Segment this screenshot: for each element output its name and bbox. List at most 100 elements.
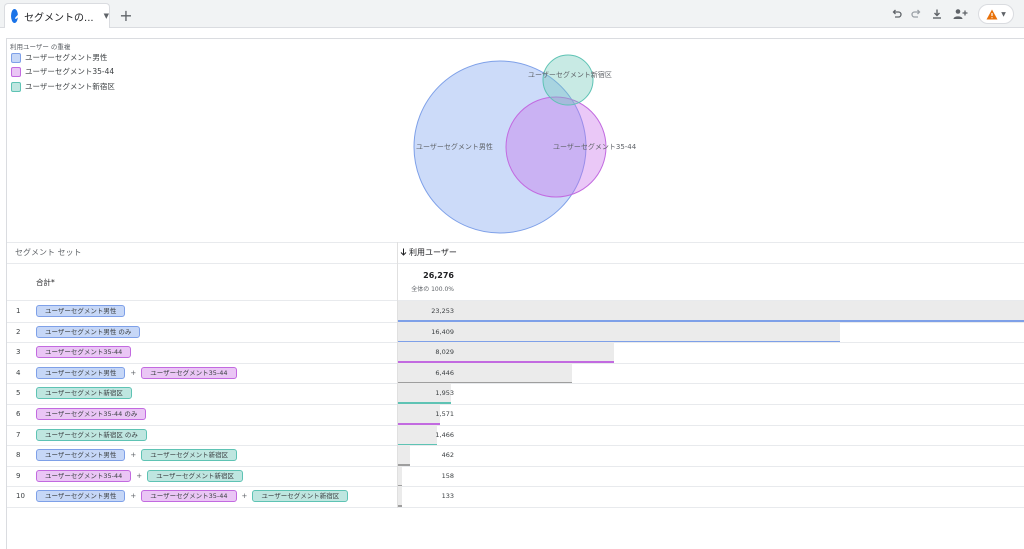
chevron-down-icon: ▼	[1001, 10, 1006, 18]
divider	[7, 445, 1024, 447]
venn-circle-male[interactable]	[413, 60, 587, 234]
segment-chip[interactable]: ユーザーセグメント35-44	[36, 469, 132, 482]
table-row[interactable]: 3 ユーザーセグメント35-44 8,029	[7, 342, 1024, 364]
warning-button[interactable]: ▼	[978, 4, 1014, 24]
table-row[interactable]: 4 ユーザーセグメント男性 + ユーザーセグメント35-44 6,446	[7, 362, 1024, 384]
column-header-users[interactable]: 利用ユーザー	[400, 247, 457, 258]
segment-chips: ユーザーセグメント男性 + ユーザーセグメント35-44 + ユーザーセグメント新宿区	[36, 490, 349, 503]
value-bar-underline	[398, 381, 572, 384]
table-row[interactable]: 1 ユーザーセグメント男性 23,253	[7, 301, 1024, 322]
table-row[interactable]: 7 ユーザーセグメント新宿区 のみ 1,466	[7, 424, 1024, 446]
segment-chip[interactable]: ユーザーセグメント新宿区	[252, 490, 349, 503]
table-row[interactable]: 8 ユーザーセグメント男性 + ユーザーセグメント新宿区 462	[7, 445, 1024, 467]
plus-icon: +	[130, 368, 137, 377]
segment-chip[interactable]: ユーザーセグメント新宿区	[147, 469, 244, 482]
chevron-down-icon[interactable]: ▼	[103, 12, 109, 20]
table-row[interactable]: 2 ユーザーセグメント男性 のみ 16,409	[7, 321, 1024, 343]
divider	[7, 242, 1024, 243]
segment-chips: ユーザーセグメント35-44 のみ	[36, 408, 147, 420]
total-label: 合計*	[36, 278, 55, 287]
table-row[interactable]: 6 ユーザーセグメント35-44 のみ 1,571	[7, 404, 1024, 425]
legend-label: ユーザーセグメント35-44	[25, 67, 115, 76]
row-value: 158	[441, 471, 454, 480]
add-tab-button[interactable]: +	[119, 5, 133, 25]
add-person-icon[interactable]	[952, 6, 968, 22]
legend-swatch	[11, 66, 21, 77]
legend-swatch	[11, 52, 21, 63]
legend-item-shinjuku: ユーザーセグメント新宿区	[11, 81, 115, 92]
value-bar-underline	[398, 340, 840, 343]
segment-chip[interactable]: ユーザーセグメント男性	[36, 305, 126, 317]
table-row[interactable]: 9 ユーザーセグメント35-44 + ユーザーセグメント新宿区 158	[7, 465, 1024, 487]
row-value: 23,253	[431, 307, 454, 315]
row-value: 1,953	[435, 389, 454, 398]
divider	[7, 465, 1024, 467]
column-header-segment-set[interactable]: セグメント セット	[15, 248, 82, 257]
divider	[7, 300, 1024, 301]
value-bar	[398, 404, 441, 424]
divider	[7, 507, 1024, 508]
divider	[7, 404, 1024, 405]
segment-chip[interactable]: ユーザーセグメント男性 のみ	[36, 325, 141, 338]
legend-label: ユーザーセグメント男性	[25, 53, 108, 62]
divider	[7, 486, 1024, 488]
segment-chip[interactable]: ユーザーセグメント35-44	[141, 490, 237, 503]
value-bar-underline	[398, 505, 402, 508]
row-number: 3	[16, 348, 21, 357]
legend-label: ユーザーセグメント新宿区	[25, 82, 115, 91]
column-divider	[397, 242, 398, 508]
table-row[interactable]: 5 ユーザーセグメント新宿区 1,953	[7, 383, 1024, 405]
plus-icon: +	[136, 471, 143, 480]
segment-chip[interactable]: ユーザーセグメント新宿区	[36, 387, 132, 400]
segment-chip[interactable]: ユーザーセグメント男性	[36, 366, 126, 379]
row-value: 16,409	[431, 327, 454, 336]
undo-icon[interactable]	[889, 6, 905, 22]
row-number: 9	[16, 471, 21, 480]
sort-arrow-icon	[400, 248, 407, 258]
venn-label-shinjuku: ユーザーセグメント新宿区	[528, 70, 612, 79]
row-value: 1,571	[435, 410, 454, 418]
segment-chip[interactable]: ユーザーセグメント35-44	[36, 346, 132, 359]
segment-chips: ユーザーセグメント男性 のみ	[36, 325, 141, 338]
segment-chip[interactable]: ユーザーセグメント35-44 のみ	[36, 408, 147, 420]
row-number: 6	[16, 410, 21, 418]
segment-chip[interactable]: ユーザーセグメント男性	[36, 449, 126, 462]
plus-icon: +	[241, 492, 248, 501]
venn-circle-shinjuku[interactable]	[542, 54, 594, 106]
exploration-canvas	[6, 38, 1024, 549]
row-value: 1,466	[435, 430, 454, 439]
value-bar	[398, 383, 451, 404]
divider	[7, 424, 1024, 426]
redo-icon[interactable]	[908, 6, 924, 22]
segment-chips: ユーザーセグメント男性	[36, 305, 126, 317]
row-number: 2	[16, 327, 21, 336]
row-number: 4	[16, 368, 21, 377]
plus-icon: +	[130, 451, 137, 460]
segment-chip[interactable]: ユーザーセグメント35-44	[141, 366, 237, 379]
value-bar	[398, 424, 438, 445]
exploration-tab[interactable]: セグメントの... ▼	[4, 3, 110, 28]
row-number: 8	[16, 451, 21, 460]
segment-chip[interactable]: ユーザーセグメント男性	[36, 490, 126, 503]
segment-chip[interactable]: ユーザーセグメント新宿区 のみ	[36, 428, 147, 441]
value-bar-underline	[398, 361, 615, 364]
segment-chips: ユーザーセグメント35-44	[36, 346, 132, 359]
legend-item-age: ユーザーセグメント35-44	[11, 66, 114, 77]
tab-title: セグメントの...	[24, 12, 94, 24]
value-bar	[398, 486, 402, 507]
value-bar-underline	[398, 402, 451, 405]
value-bar	[398, 301, 1024, 321]
venn-circle-age[interactable]	[505, 96, 607, 198]
top-toolbar: セグメントの... ▼ + ▼	[0, 0, 1024, 28]
column-header-users-label: 利用ユーザー	[409, 248, 457, 257]
download-icon[interactable]	[929, 6, 945, 22]
table-row[interactable]: 10 ユーザーセグメント男性 + ユーザーセグメント35-44 + ユーザーセグメント新宿…	[7, 486, 1024, 508]
value-bar	[398, 362, 572, 383]
row-value: 133	[441, 492, 454, 501]
total-value: 26,276	[423, 271, 454, 280]
row-value: 6,446	[435, 368, 454, 377]
segment-chip[interactable]: ユーザーセグメント新宿区	[141, 449, 238, 462]
row-number: 1	[16, 307, 21, 315]
value-bar	[398, 465, 403, 486]
value-bar	[398, 321, 840, 342]
